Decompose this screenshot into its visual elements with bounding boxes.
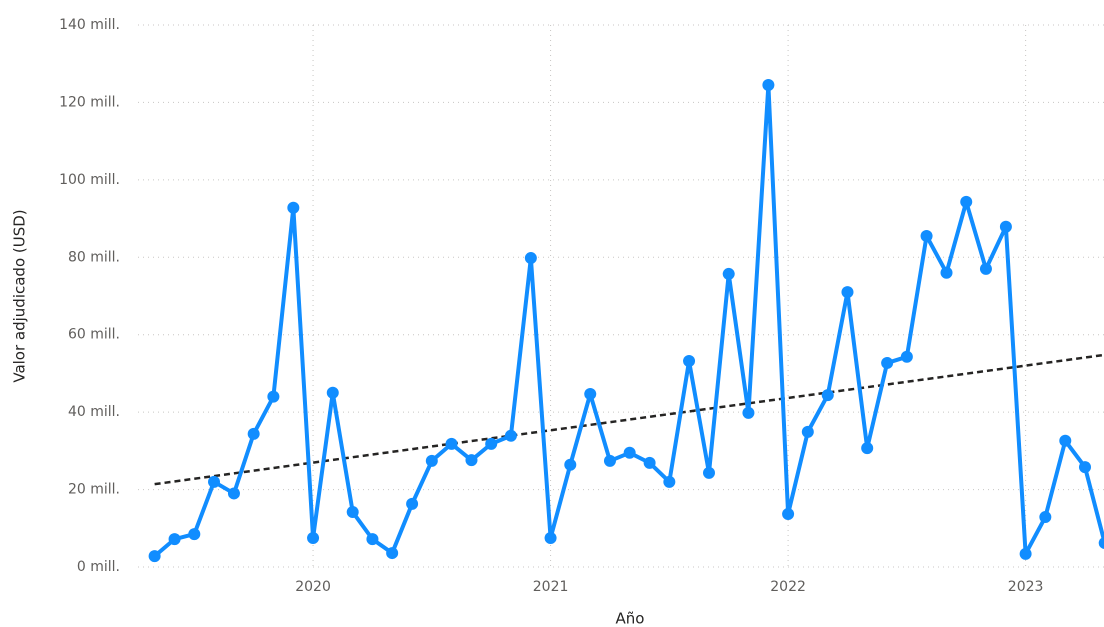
- data-point: [663, 475, 676, 488]
- data-point: [821, 389, 834, 402]
- data-point: [326, 386, 339, 399]
- data-point: [999, 220, 1012, 233]
- data-point: [742, 406, 755, 419]
- x-axis-title: Año: [616, 610, 645, 627]
- data-point: [881, 356, 894, 369]
- data-point: [544, 531, 557, 544]
- data-point: [208, 475, 221, 488]
- data-point: [683, 355, 696, 368]
- data-point: [168, 533, 181, 546]
- data-point: [841, 286, 854, 299]
- y-axis-title: Valor adjudicado (USD): [11, 209, 29, 382]
- data-point: [564, 458, 577, 471]
- data-point: [584, 387, 597, 400]
- data-point: [920, 229, 933, 242]
- data-point: [782, 507, 795, 520]
- data-point: [247, 427, 260, 440]
- y-tick-label: 140 mill.: [59, 17, 120, 33]
- x-tick-label: 2021: [533, 579, 569, 595]
- data-point: [861, 442, 874, 455]
- data-point: [307, 531, 320, 544]
- y-tick-label: 0 mill.: [77, 559, 120, 575]
- data-point: [643, 456, 656, 469]
- data-point: [188, 528, 201, 541]
- data-point: [900, 350, 913, 363]
- y-tick-label: 20 mill.: [68, 482, 120, 498]
- data-point: [504, 429, 517, 442]
- data-point: [366, 533, 379, 546]
- y-tick-label: 80 mill.: [68, 249, 120, 265]
- data-point: [465, 454, 478, 467]
- data-point: [722, 267, 735, 280]
- data-point: [1019, 547, 1032, 560]
- trend-line: [154, 353, 1104, 486]
- data-point: [386, 547, 399, 560]
- y-tick-label: 40 mill.: [68, 404, 120, 420]
- data-point: [425, 454, 438, 467]
- y-tick-label: 100 mill.: [59, 172, 120, 188]
- data-point: [148, 550, 161, 563]
- data-point: [346, 506, 359, 519]
- data-point: [287, 201, 300, 214]
- data-point: [1039, 511, 1052, 524]
- data-point: [1098, 537, 1104, 549]
- data-point: [406, 497, 419, 510]
- data-point: [485, 437, 498, 450]
- x-tick-label: 2020: [295, 579, 331, 595]
- x-tick-label: 2023: [1008, 579, 1044, 595]
- data-point: [801, 425, 814, 438]
- data-point: [1078, 461, 1091, 474]
- x-tick-label: 2022: [770, 579, 806, 595]
- data-point: [979, 262, 992, 275]
- data-point: [1059, 434, 1072, 447]
- y-tick-label: 120 mill.: [59, 94, 120, 110]
- data-point: [762, 79, 775, 92]
- data-point: [603, 454, 616, 467]
- data-point: [960, 195, 973, 208]
- series-line: [153, 83, 1104, 558]
- data-point: [703, 466, 716, 479]
- data-point: [227, 487, 240, 500]
- y-tick-label: 60 mill.: [68, 327, 120, 343]
- data-point: [524, 252, 537, 265]
- data-point: [623, 446, 636, 459]
- data-point: [940, 266, 953, 279]
- data-point: [267, 390, 280, 403]
- data-point: [445, 437, 458, 450]
